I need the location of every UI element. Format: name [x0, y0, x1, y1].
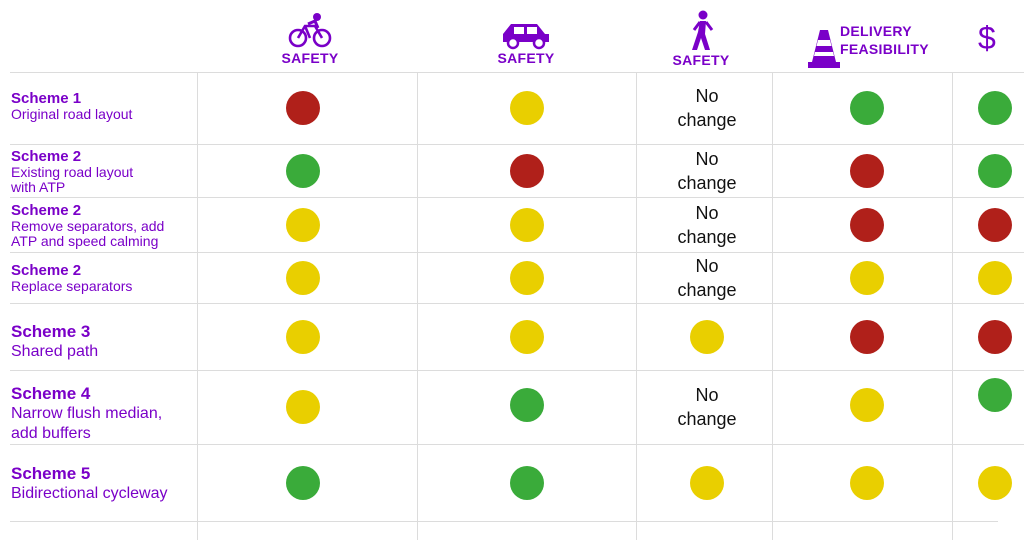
- rating-dot-yellow: [286, 207, 320, 242]
- header-label-walk: SAFETY: [672, 52, 730, 68]
- row-divider: [10, 303, 1024, 304]
- rating-dot-green: [510, 465, 544, 500]
- no-change-line1: No: [695, 255, 719, 276]
- scheme-description: Original road layout: [11, 106, 133, 122]
- scheme-label: Scheme 5 Bidirectional cycleway: [11, 464, 168, 504]
- scheme-label: Scheme 2 Existing road layout with ATP: [11, 148, 133, 195]
- rating-dot-red: [510, 153, 544, 188]
- rating-dot-yellow: [690, 319, 724, 354]
- scheme-label: Scheme 2 Remove separators, add ATP and sp…: [11, 202, 164, 249]
- no-change-text: No change: [657, 254, 757, 302]
- car-icon: [503, 24, 549, 50]
- header-label-delivery-2: FEASIBILITY: [840, 41, 929, 57]
- scheme-name: Scheme 4: [11, 384, 91, 403]
- no-change-line2: change: [677, 172, 737, 193]
- header-walk-safety: SAFETY: [651, 0, 751, 72]
- rating-dot-yellow: [286, 390, 320, 424]
- row-divider: [10, 521, 998, 522]
- rating-dot-red: [286, 91, 320, 125]
- rating-dot-red: [850, 319, 884, 354]
- rating-dot-yellow: [510, 91, 544, 125]
- scheme-description: Bidirectional cycleway: [11, 485, 168, 502]
- rating-dot-red: [850, 153, 884, 188]
- scheme-description: ATP and speed calming: [11, 233, 159, 249]
- rating-dot-green: [978, 153, 1012, 188]
- no-change-text: No change: [657, 84, 757, 132]
- scheme-description: with ATP: [11, 179, 66, 195]
- column-divider: [772, 72, 773, 540]
- rating-dot-yellow: [510, 207, 544, 242]
- row-divider: [10, 252, 1024, 253]
- scheme-name: Scheme 2: [11, 148, 82, 165]
- no-change-line2: change: [677, 110, 737, 130]
- header-label-bike: SAFETY: [281, 50, 339, 66]
- row-divider: [10, 444, 1024, 445]
- rating-dot-green: [286, 153, 320, 188]
- scheme-name: Scheme 5: [11, 464, 91, 483]
- no-change-text: No change: [657, 383, 757, 431]
- header-label-delivery-1: DELIVERY: [840, 23, 912, 39]
- rating-dot-yellow: [286, 260, 320, 295]
- no-change-line2: change: [677, 409, 737, 429]
- scheme-description: Remove separators, add: [11, 218, 165, 234]
- scheme-label: Scheme 4 Narrow flush median, add buffers: [11, 384, 162, 444]
- row-divider: [10, 72, 1024, 73]
- rating-dot-yellow: [690, 465, 724, 500]
- rating-dot-green: [850, 91, 884, 125]
- bicycle-icon: [288, 13, 332, 48]
- rating-dot-red: [850, 207, 884, 242]
- pedestrian-icon: [692, 10, 714, 50]
- scheme-label: Scheme 1 Original road layout: [11, 90, 132, 122]
- column-divider: [636, 72, 637, 540]
- column-divider: [197, 72, 198, 540]
- rating-dot-yellow: [850, 388, 884, 422]
- traffic-cone-icon: [808, 30, 840, 68]
- scheme-label: Scheme 3 Shared path: [11, 322, 98, 362]
- scheme-name: Scheme 3: [11, 322, 91, 341]
- rating-dot-yellow: [978, 260, 1012, 295]
- rating-dot-yellow: [510, 260, 544, 295]
- row-divider: [10, 197, 1024, 198]
- rating-dot-yellow: [850, 260, 884, 295]
- rating-dot-green: [978, 378, 1012, 412]
- scheme-label: Scheme 2 Replace separators: [11, 262, 132, 294]
- scheme-name: Scheme 2: [11, 202, 82, 219]
- no-change-text: No change: [657, 147, 757, 195]
- rating-dot-green: [286, 465, 320, 500]
- row-divider: [10, 370, 1024, 371]
- scheme-description: Existing road layout: [11, 164, 134, 180]
- no-change-line1: No: [695, 148, 719, 169]
- column-divider: [417, 72, 418, 540]
- rating-dot-yellow: [850, 465, 884, 500]
- rating-dot-yellow: [978, 465, 1012, 500]
- scheme-description: add buffers: [11, 425, 91, 442]
- rating-dot-green: [978, 91, 1012, 125]
- rating-dot-yellow: [286, 319, 320, 354]
- header-label-car: SAFETY: [497, 50, 555, 66]
- rating-dot-yellow: [510, 319, 544, 354]
- header-cost: $: [978, 20, 996, 56]
- header-car-safety: SAFETY: [476, 0, 576, 72]
- scheme-name: Scheme 1: [11, 90, 82, 107]
- header-bike-safety: SAFETY: [260, 0, 360, 72]
- rating-dot-green: [510, 388, 544, 422]
- scheme-description: Replace separators: [11, 278, 133, 294]
- no-change-text: No change: [657, 201, 757, 249]
- scheme-description: Shared path: [11, 343, 99, 360]
- scheme-name: Scheme 2: [11, 262, 82, 279]
- row-divider: [10, 144, 1024, 145]
- no-change-line2: change: [677, 279, 737, 300]
- scheme-description: Narrow flush median,: [11, 405, 163, 422]
- rating-dot-red: [978, 207, 1012, 242]
- column-divider: [952, 72, 953, 540]
- no-change-line1: No: [695, 202, 719, 223]
- no-change-line1: No: [695, 385, 719, 405]
- no-change-line2: change: [677, 226, 737, 247]
- rating-dot-red: [978, 319, 1012, 354]
- no-change-line1: No: [695, 86, 719, 106]
- header-delivery: DELIVERY FEASIBILITY: [806, 20, 946, 72]
